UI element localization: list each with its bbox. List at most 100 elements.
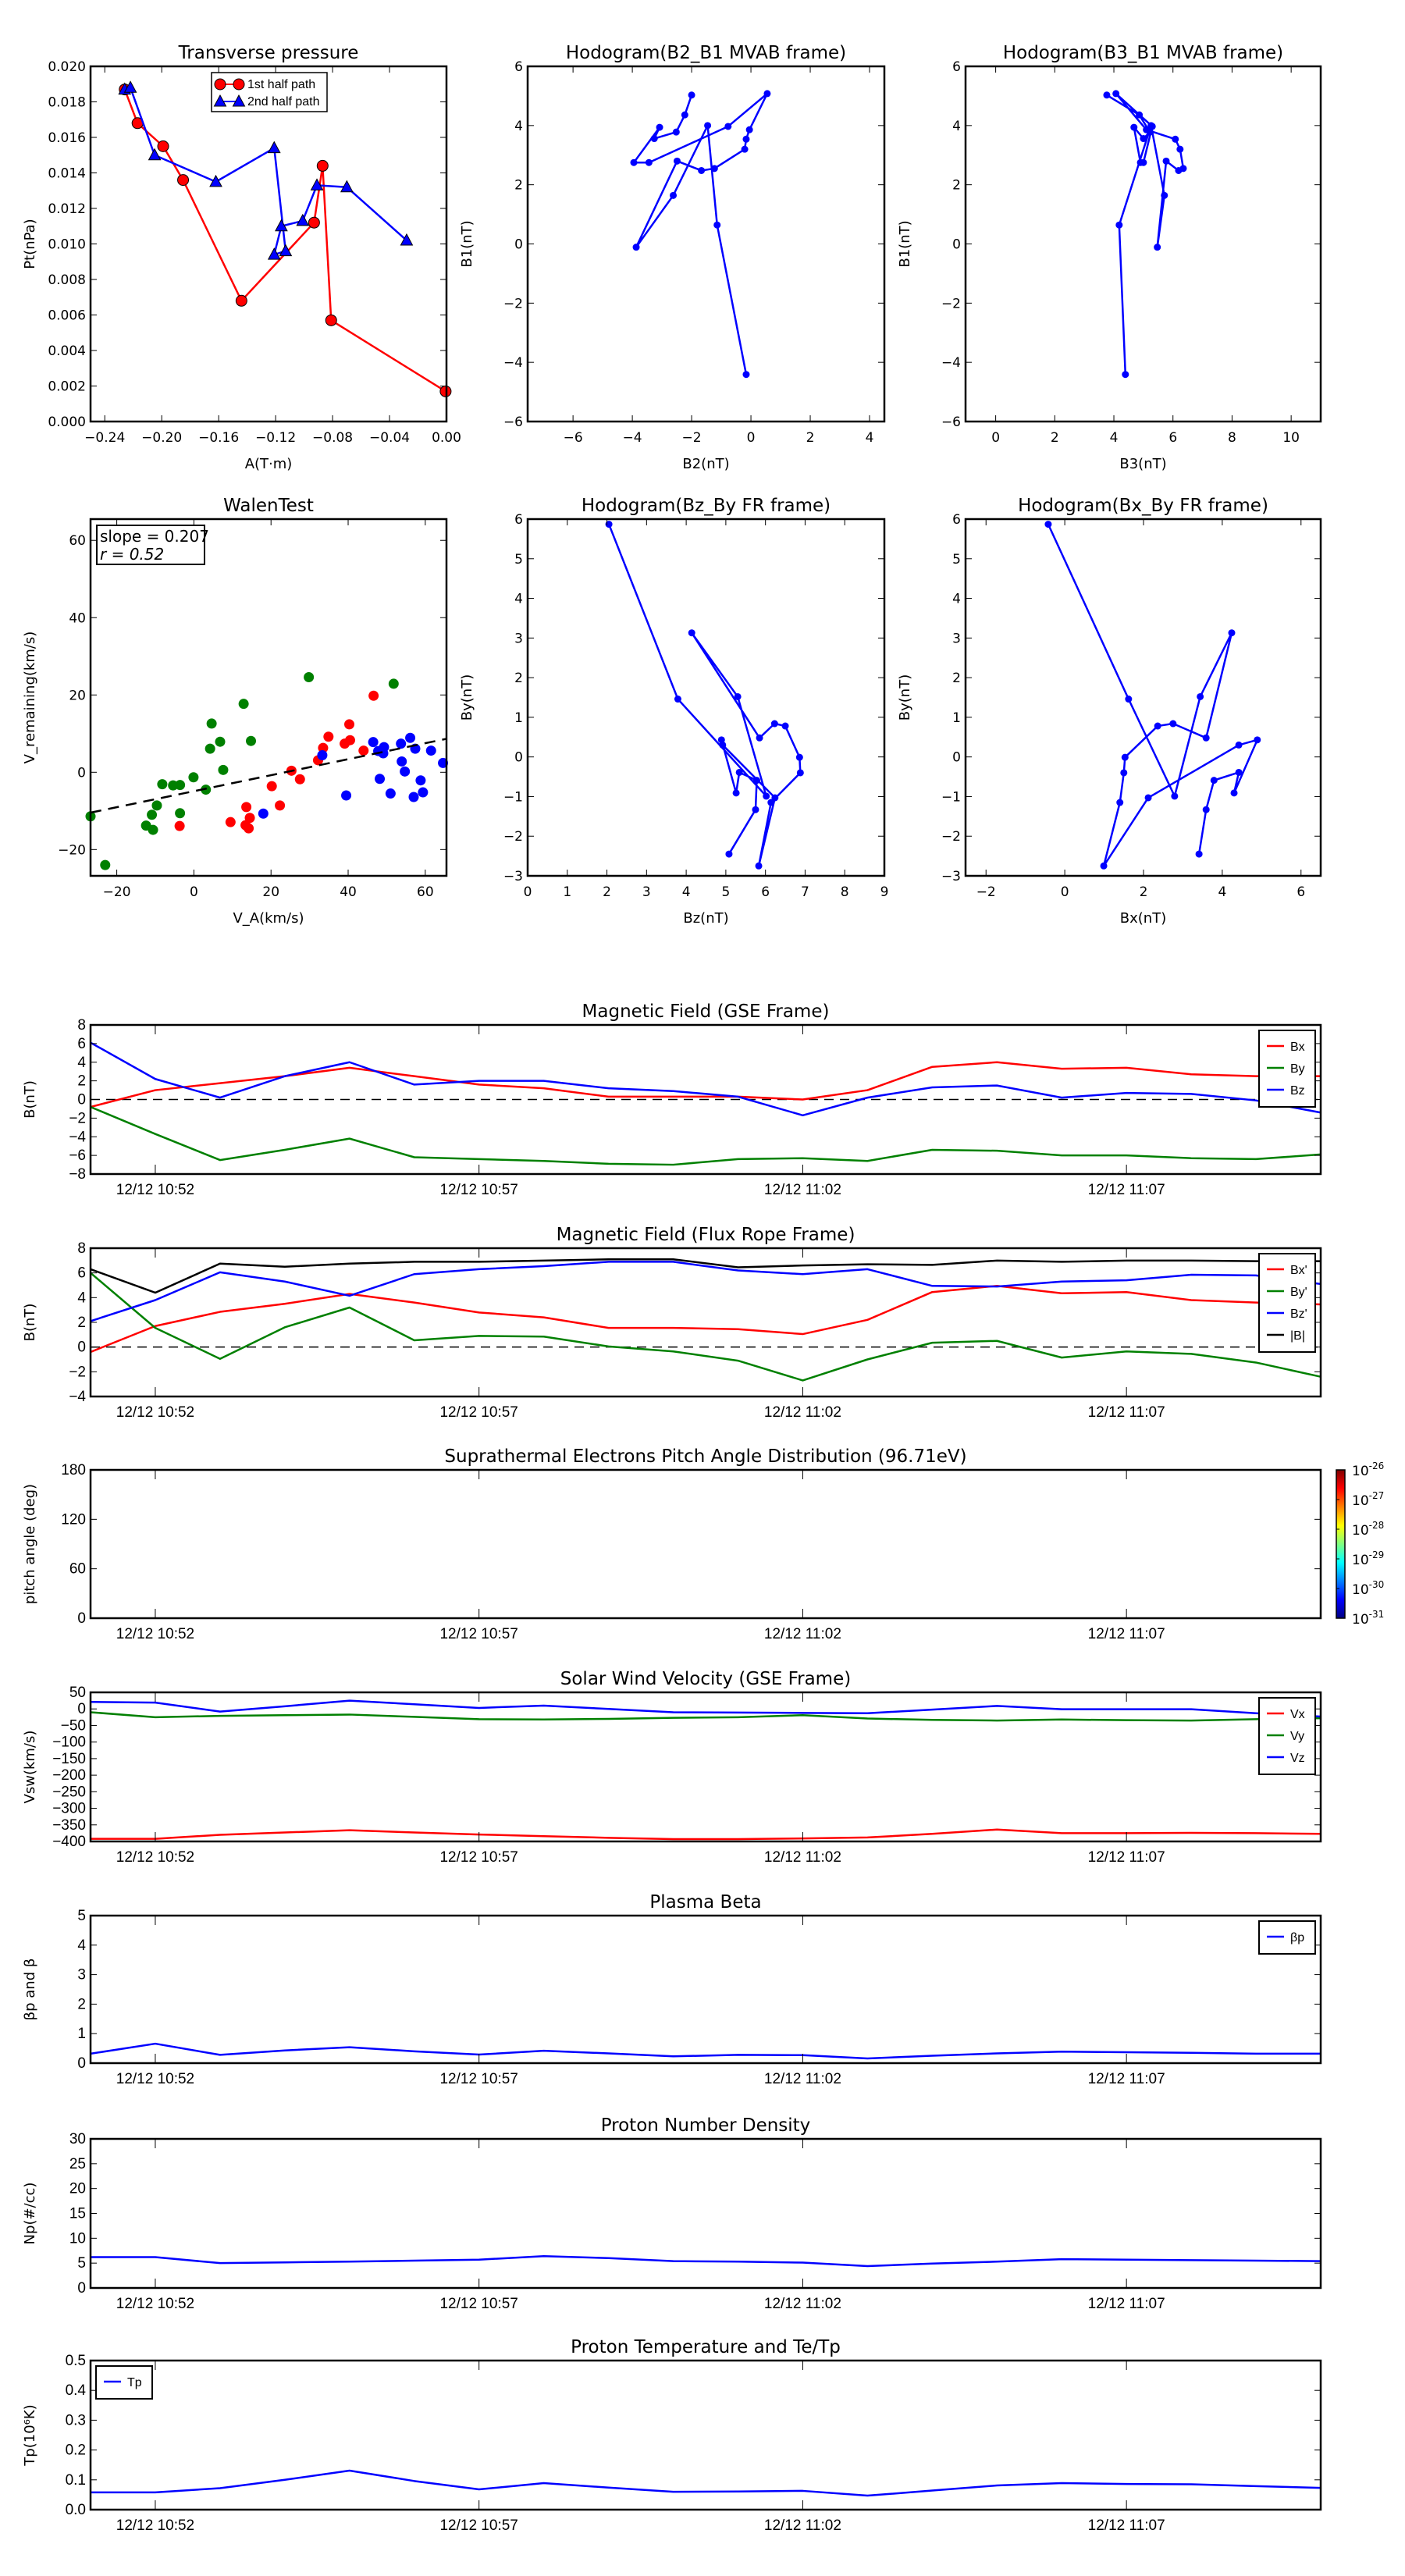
y-tick-label: 1 — [952, 710, 961, 726]
data-point — [742, 135, 750, 143]
y-tick-label: −300 — [52, 1801, 86, 1817]
y-tick-label: 0 — [77, 1092, 86, 1108]
scatter-point — [188, 772, 199, 783]
y-tick-label: 8 — [77, 1240, 86, 1257]
y-tick-label: −350 — [52, 1817, 86, 1834]
data-point — [752, 806, 759, 813]
data-point — [1147, 122, 1155, 130]
series-line-by — [90, 1272, 1321, 1382]
data-point — [157, 140, 169, 152]
data-point — [1171, 792, 1179, 800]
y-tick-label: 0.006 — [48, 308, 86, 324]
scatter-point — [425, 745, 436, 756]
x-tick-label: 6 — [761, 884, 770, 900]
x-tick-label: −2 — [976, 884, 996, 900]
series-line-vz — [90, 1699, 1321, 1718]
y-tick-label: 3 — [514, 631, 523, 646]
scatter-point — [405, 732, 416, 743]
chart-density: 0 5 10 15 20 25 30 12/12 10:52 12/12 10:57 12/12 … — [22, 2115, 1322, 2312]
y-axis-label: B1(nT) — [459, 220, 475, 267]
x-tick-label: 8 — [841, 884, 849, 900]
data-point — [763, 792, 770, 800]
y-axis-label: Vsw(km/s) — [22, 1731, 38, 1804]
data-point — [763, 90, 771, 98]
series-line — [124, 87, 407, 256]
y-tick-label: 20 — [69, 688, 86, 703]
data-point — [1140, 158, 1147, 166]
data-point — [1103, 91, 1111, 99]
x-tick-label: 0 — [991, 430, 1000, 446]
x-tick-label: 0 — [524, 884, 532, 900]
x-tick-label: 12/12 11:07 — [1088, 2296, 1165, 2312]
scatter-point — [344, 735, 355, 745]
data-point — [148, 148, 162, 161]
scatter-point — [258, 808, 269, 819]
data-point — [741, 145, 749, 153]
data-point — [742, 371, 750, 379]
data-point — [717, 736, 725, 744]
scatter-point — [244, 813, 255, 824]
y-tick-label: −2 — [941, 829, 961, 845]
x-tick-label: 12/12 10:52 — [116, 1626, 194, 1642]
y-tick-label: 4 — [77, 1290, 86, 1306]
x-tick-label: −20 — [103, 884, 131, 900]
colorbar-tick-label: 10-27 — [1352, 1490, 1384, 1509]
scatter-point — [397, 756, 407, 767]
chart-title: Magnetic Field (GSE Frame) — [582, 1002, 830, 1022]
y-tick-label: 40 — [69, 610, 86, 626]
y-tick-label: −20 — [58, 842, 86, 858]
x-tick-label: 40 — [340, 884, 357, 900]
x-tick-label: 2 — [806, 430, 815, 446]
scatter-point — [218, 764, 229, 775]
chart-mag-fr: −4 −2 0 2 4 6 8 12/12 10:52 12/12 10:57 12/12 11:… — [22, 1225, 1322, 1421]
data-point — [656, 123, 663, 131]
x-axis-label: B3(nT) — [1119, 456, 1166, 472]
data-point — [724, 123, 732, 130]
y-axis-label: By(nT) — [459, 674, 475, 720]
data-point — [1120, 769, 1128, 777]
scatter-point — [148, 824, 158, 835]
y-tick-label: 5 — [514, 552, 523, 568]
chart-title: Proton Number Density — [601, 2115, 811, 2136]
y-tick-label: 0 — [952, 750, 961, 766]
data-point — [645, 158, 653, 166]
x-tick-label: 4 — [1218, 884, 1226, 900]
chart-title: Hodogram(Bx_By FR frame) — [1018, 496, 1268, 516]
y-tick-label: 15 — [69, 2206, 86, 2222]
data-point — [123, 80, 137, 93]
series-line-b — [90, 1258, 1321, 1294]
scatter-point — [275, 800, 286, 811]
x-tick-label: 1 — [563, 884, 571, 900]
y-tick-label: 30 — [69, 2131, 86, 2147]
colorbar-tick-label: 10-30 — [1352, 1579, 1384, 1598]
x-tick-label: 0.00 — [432, 430, 461, 446]
y-axis-label: βp and β — [22, 1959, 38, 2021]
data-point — [308, 216, 320, 229]
y-tick-label: −150 — [52, 1751, 86, 1767]
colorbar-tick-label: 10-29 — [1352, 1550, 1384, 1568]
colorbar-tick-label: 10-31 — [1352, 1609, 1384, 1628]
data-point — [1044, 521, 1052, 528]
series-line-tp — [91, 2469, 1321, 2497]
y-tick-label: −50 — [61, 1717, 86, 1734]
legend-marker — [233, 78, 245, 91]
y-tick-label: 6 — [952, 59, 961, 75]
chart-mag-gse: −8 −6 −4 −2 0 2 4 6 8 12/12 10:52 12/12 10:57 12/12… — [22, 1002, 1322, 1198]
y-tick-label: 0.4 — [66, 2382, 87, 2399]
scatter-point — [225, 817, 236, 827]
y-tick-label: 25 — [69, 2156, 86, 2172]
data-point — [710, 165, 718, 173]
y-tick-label: 0.016 — [48, 130, 86, 146]
series-line-p — [90, 2042, 1321, 2060]
x-tick-label: 12/12 11:07 — [1088, 1626, 1165, 1642]
chart-beta: 0 1 2 3 4 5 12/12 10:52 12/12 10:57 12/12 11:02 1… — [22, 1892, 1322, 2087]
annotation-box — [96, 525, 205, 565]
slope-text: slope = 0.207 — [100, 527, 209, 546]
legend-label: Vz — [1290, 1752, 1305, 1765]
y-tick-label: −2 — [69, 1110, 86, 1126]
x-tick-label: 5 — [721, 884, 730, 900]
legend-label: Bz' — [1290, 1308, 1307, 1321]
x-axis-label: Bz(nT) — [683, 910, 728, 927]
y-tick-label: 0 — [77, 1701, 86, 1717]
data-point — [316, 159, 329, 172]
